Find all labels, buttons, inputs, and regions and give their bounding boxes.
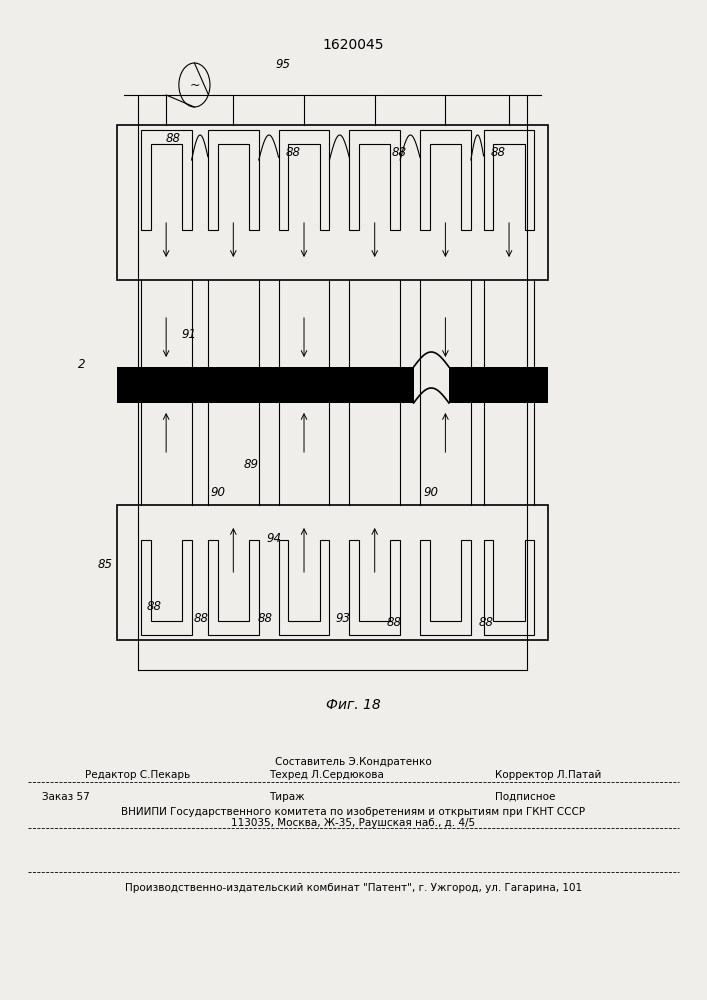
Text: 88: 88 (146, 600, 162, 613)
Text: 2: 2 (78, 359, 85, 371)
Text: Производственно-издательский комбинат "Патент", г. Ужгород, ул. Гагарина, 101: Производственно-издательский комбинат "П… (125, 883, 582, 893)
Text: 88: 88 (165, 131, 181, 144)
Bar (414, 367, 421, 403)
Text: 1620045: 1620045 (323, 38, 384, 52)
Bar (117, 505, 548, 640)
Text: Редактор С.Пекарь: Редактор С.Пекарь (85, 770, 190, 780)
Text: 95: 95 (275, 58, 291, 72)
Text: 91: 91 (182, 328, 197, 342)
Text: 92: 92 (175, 381, 190, 394)
Text: 88: 88 (491, 145, 506, 158)
Text: Составитель Э.Кондратенко: Составитель Э.Кондратенко (275, 757, 432, 767)
Text: 85: 85 (97, 558, 112, 572)
Text: 89: 89 (243, 458, 259, 472)
Text: 88: 88 (392, 145, 407, 158)
Text: 88: 88 (194, 611, 209, 624)
Bar (117, 367, 414, 403)
Text: 92: 92 (298, 381, 313, 394)
Text: Тираж: Тираж (269, 792, 304, 802)
Text: Подписное: Подписное (495, 792, 555, 802)
Bar (449, 367, 548, 403)
Text: Фиг. 18: Фиг. 18 (326, 698, 381, 712)
Text: 90: 90 (210, 486, 226, 498)
Text: Техред Л.Сердюкова: Техред Л.Сердюкова (269, 770, 383, 780)
Text: ~: ~ (189, 79, 199, 92)
Text: Заказ 57: Заказ 57 (42, 792, 90, 802)
Text: ВНИИПИ Государственного комитета по изобретениям и открытиям при ГКНТ СССР: ВНИИПИ Государственного комитета по изоб… (122, 807, 585, 817)
Text: 93: 93 (335, 611, 351, 624)
Text: 88: 88 (387, 615, 402, 629)
Bar (117, 125, 548, 280)
Text: 88: 88 (286, 145, 301, 158)
Text: 90: 90 (423, 486, 439, 498)
Text: 88: 88 (257, 611, 273, 624)
Text: Корректор Л.Патай: Корректор Л.Патай (495, 770, 601, 780)
Text: 94: 94 (267, 532, 282, 544)
Text: 113035, Москва, Ж-35, Раушская наб., д. 4/5: 113035, Москва, Ж-35, Раушская наб., д. … (231, 818, 476, 828)
Text: 88: 88 (479, 615, 494, 629)
